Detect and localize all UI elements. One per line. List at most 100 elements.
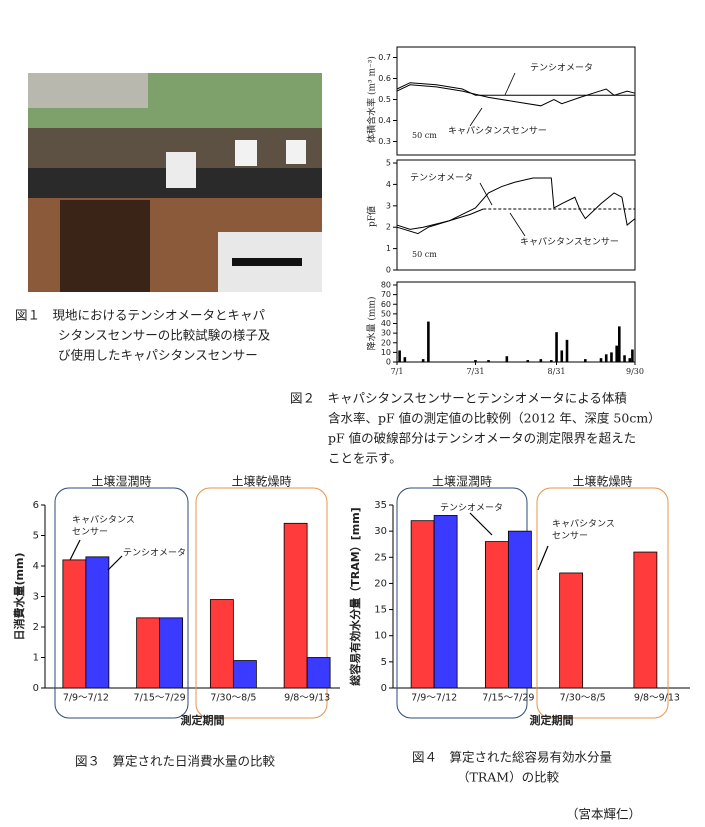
plot-frame	[396, 159, 636, 271]
y-axis-label: 体積含水率 (m³ m⁻³)	[366, 56, 378, 143]
annotation: キャパシタンス	[552, 519, 615, 530]
y-tick-label: 1	[386, 244, 391, 253]
y-tick-label: 60	[381, 300, 391, 309]
y-tick-label: 3	[386, 201, 391, 210]
bar	[633, 551, 658, 689]
y-tick-label: 2	[386, 223, 391, 232]
y-tick-label: 80	[381, 281, 391, 290]
bar	[560, 350, 564, 362]
bar	[433, 515, 458, 689]
caption-line: 図１ 現地におけるテンシオメータとキャパ	[15, 308, 265, 323]
bar	[526, 360, 530, 362]
annotation-arrow	[469, 512, 493, 536]
annotation: テンシオメータ	[410, 173, 473, 184]
series-line	[396, 177, 636, 235]
y-tick-label: 40	[381, 319, 391, 328]
bar	[487, 360, 490, 362]
annotation-arrow	[509, 212, 526, 237]
series-line	[396, 208, 484, 230]
bar	[159, 617, 184, 689]
bar	[539, 359, 543, 362]
caption-line: 図４ 算定された総容易有効水分量	[412, 750, 612, 765]
x-tick-label: 9/8～9/13	[634, 693, 680, 704]
annotation: テンシオメータ	[530, 63, 593, 74]
x-tick-label: 9/8～9/13	[284, 693, 330, 704]
bar	[610, 352, 613, 362]
bar	[555, 332, 558, 362]
y-tick-label: 5	[33, 531, 39, 542]
bar	[623, 355, 626, 362]
bar	[604, 354, 608, 362]
group-box	[54, 487, 189, 719]
x-tick-label: 7/15～7/29	[134, 693, 186, 704]
y-tick-label: 0.7	[378, 53, 391, 62]
annotation-arrow	[107, 555, 123, 571]
bar	[474, 360, 477, 362]
y-tick-label: 15	[374, 605, 387, 616]
annotation-arrow	[69, 539, 81, 561]
annotation-arrow	[537, 545, 549, 571]
bar	[85, 556, 110, 689]
y-tick-label: 70	[381, 290, 391, 299]
y-tick-label: 25	[374, 552, 387, 563]
caption-line: （TRAM）の比較	[457, 770, 560, 785]
y-tick-label: 20	[381, 338, 391, 347]
bar	[209, 599, 234, 689]
x-tick-label: 7/9～7/12	[411, 693, 457, 704]
series-line	[396, 82, 635, 96]
x-axis-label: 測定期間	[181, 713, 225, 727]
group-title: 土壌乾燥時	[231, 475, 291, 489]
bar	[559, 572, 584, 689]
caption-line: シタンスセンサーの比較試験の様子及	[58, 328, 271, 343]
group-box	[536, 487, 669, 719]
y-tick-label: 0	[33, 683, 39, 694]
author: （宮本輝仁）	[566, 807, 641, 822]
y-tick-label: 50	[381, 309, 391, 318]
x-tick-label: 7/30～8/5	[560, 693, 606, 704]
series-line	[396, 84, 636, 107]
annotation-arrow	[479, 182, 493, 206]
bar	[628, 358, 632, 362]
bar	[232, 660, 257, 689]
y-tick-label: 30	[374, 526, 387, 537]
y-axis-label: 総容易有効水分量（TRAM）[mm]	[348, 507, 362, 685]
x-tick-label: 8/31	[548, 367, 566, 376]
group-title: 土壌湿潤時	[432, 474, 492, 489]
y-tick-label: 0	[381, 683, 387, 694]
caption-line: び使用したキャパシタンスセンサー	[58, 348, 258, 363]
y-tick-label: 5	[386, 159, 391, 168]
y-axis-label: 日消費水量(mm)	[12, 553, 26, 641]
bar	[565, 339, 569, 362]
bar	[484, 541, 509, 689]
y-axis-label: 降水量 (mm)	[366, 297, 378, 351]
annotation: センサー	[72, 527, 108, 538]
bar	[550, 360, 553, 362]
bar	[584, 359, 587, 362]
plot-frame	[396, 46, 636, 156]
annotation: キャパシタンスセンサー	[520, 237, 619, 248]
plot-frame	[396, 281, 636, 363]
annotation: テンシオメータ	[123, 548, 186, 559]
y-tick-label: 4	[386, 180, 391, 189]
bar	[410, 520, 435, 689]
x-axis-label: 測定期間	[530, 713, 574, 727]
y-tick-label: 10	[374, 631, 387, 642]
x-tick-label: 7/30～8/5	[210, 693, 256, 704]
x-tick-label: 7/31	[466, 367, 484, 376]
annotation: キャパシタンス	[72, 515, 135, 526]
bar	[403, 357, 407, 362]
bar	[631, 349, 634, 362]
bar	[136, 617, 161, 689]
depth-label: 50 cm	[412, 250, 437, 259]
photo	[28, 73, 322, 292]
y-tick-label: 20	[374, 578, 387, 589]
bar	[62, 559, 87, 689]
x-tick-label: 9/30	[626, 367, 644, 376]
x-tick-label: 7/1	[391, 367, 404, 376]
y-tick-label: 0.6	[378, 74, 391, 83]
x-tick-label: 7/15～7/29	[482, 693, 534, 704]
bar	[283, 522, 308, 689]
bar	[398, 350, 401, 362]
caption-line: pF 値の破線部分はテンシオメータの測定限界を超えた	[328, 431, 636, 446]
y-tick-label: 0.4	[378, 116, 391, 125]
